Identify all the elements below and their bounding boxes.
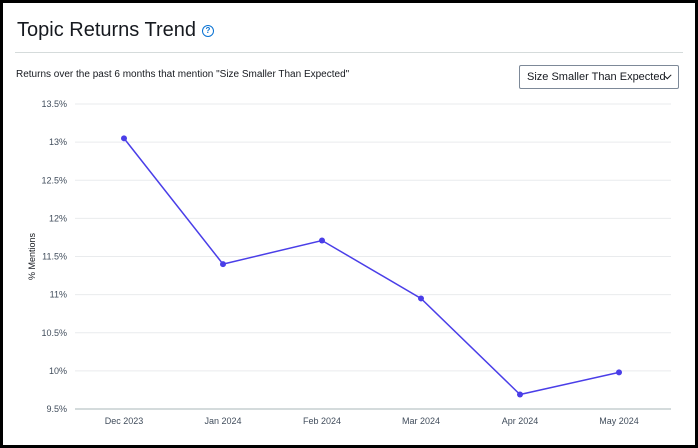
- header-divider: [15, 52, 683, 53]
- x-tick-label: Jan 2024: [204, 416, 241, 426]
- x-tick-label: Apr 2024: [502, 416, 539, 426]
- x-tick-label: May 2024: [599, 416, 639, 426]
- y-tick-label: 13%: [49, 137, 67, 147]
- y-tick-label: 11.5%: [42, 252, 67, 262]
- data-point[interactable]: [418, 295, 424, 302]
- line-chart: 9.5% 10% 10.5% 11% 11.5% 12% 12.5% 13% 13.5% Dec …: [27, 99, 671, 426]
- y-tick-label: 10%: [49, 366, 67, 376]
- data-point[interactable]: [517, 391, 523, 398]
- y-tick-label: 11%: [50, 290, 67, 300]
- header: Topic Returns Trend ?: [17, 19, 214, 42]
- series-line: [123, 137, 620, 396]
- page-title: Topic Returns Trend: [17, 19, 196, 41]
- data-point[interactable]: [121, 135, 127, 142]
- y-tick-label: 10.5%: [41, 328, 67, 338]
- help-circle-icon[interactable]: ?: [201, 24, 214, 37]
- x-tick-label: Feb 2024: [303, 416, 341, 426]
- y-tick-label: 9.5%: [46, 404, 67, 414]
- y-axis-label: % Mentions: [27, 232, 37, 280]
- y-tick-label: 12.5%: [41, 175, 67, 185]
- y-tick-label: 12%: [49, 213, 67, 223]
- topic-dropdown-value: Size Smaller Than Expected: [527, 71, 666, 83]
- topic-dropdown[interactable]: Size Smaller Than Expected: [519, 65, 679, 89]
- data-point[interactable]: [319, 237, 325, 244]
- y-tick-label: 13.5%: [41, 99, 67, 109]
- data-point[interactable]: [616, 369, 622, 376]
- x-tick-label: Mar 2024: [402, 416, 440, 426]
- x-tick-label: Dec 2023: [105, 416, 144, 426]
- data-point[interactable]: [220, 261, 226, 268]
- chart-subtitle: Returns over the past 6 months that ment…: [16, 69, 350, 80]
